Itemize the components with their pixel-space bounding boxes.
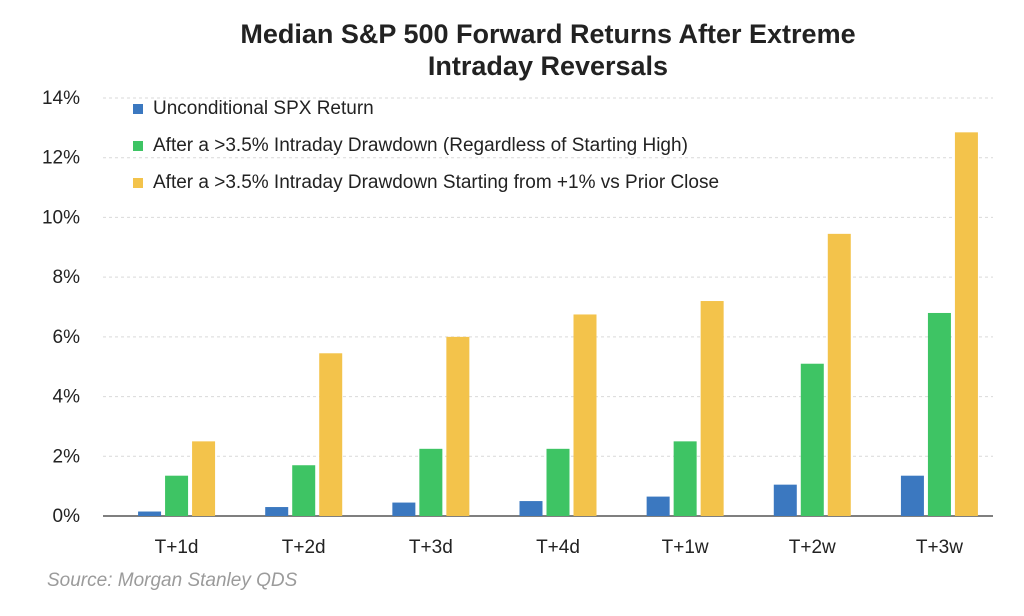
legend-swatch-2 bbox=[133, 141, 143, 151]
bar-T+2d-series-2 bbox=[292, 465, 316, 516]
chart-title-line-1: Median S&P 500 Forward Returns After Ext… bbox=[240, 19, 856, 49]
x-tick-label: T+2w bbox=[789, 537, 836, 558]
bar-T+3w-series-1 bbox=[900, 475, 924, 516]
bar-T+1d-series-1 bbox=[138, 511, 162, 516]
bars bbox=[138, 132, 978, 517]
bar-T+4d-series-2 bbox=[546, 448, 570, 516]
y-tick-label: 14% bbox=[42, 88, 80, 109]
y-tick-label: 0% bbox=[53, 506, 81, 527]
y-tick-label: 4% bbox=[53, 387, 81, 408]
legend-swatch-3 bbox=[133, 178, 143, 188]
x-tick-labels: T+1d T+2d T+3d T+4d T+1w T+2w T+3w bbox=[155, 537, 964, 558]
bar-T+4d-series-1 bbox=[519, 501, 543, 516]
y-tick-label: 8% bbox=[53, 267, 81, 288]
bar-T+2w-series-3 bbox=[827, 233, 851, 516]
bar-T+3w-series-2 bbox=[927, 312, 951, 516]
y-tick-label: 10% bbox=[42, 207, 80, 228]
legend-label-3: After a >3.5% Intraday Drawdown Starting… bbox=[153, 172, 719, 193]
bar-T+1d-series-3 bbox=[192, 441, 216, 516]
source-note: Source: Morgan Stanley QDS bbox=[47, 570, 298, 591]
x-tick-label: T+1w bbox=[662, 537, 709, 558]
bar-T+2w-series-2 bbox=[800, 363, 824, 516]
bar-T+4d-series-3 bbox=[573, 314, 597, 516]
bar-T+1w-series-2 bbox=[673, 441, 697, 516]
x-tick-label: T+4d bbox=[536, 537, 580, 558]
bar-T+3d-series-1 bbox=[392, 502, 416, 516]
legend-swatch-1 bbox=[133, 104, 143, 114]
x-tick-label: T+1d bbox=[155, 537, 199, 558]
legend-label-2: After a >3.5% Intraday Drawdown (Regardl… bbox=[153, 135, 688, 156]
x-tick-label: T+3w bbox=[916, 537, 963, 558]
bar-T+2d-series-3 bbox=[319, 353, 343, 516]
y-tick-label: 6% bbox=[53, 327, 81, 348]
bar-T+2d-series-1 bbox=[265, 507, 289, 516]
y-tick-label: 2% bbox=[53, 446, 81, 467]
bar-T+1d-series-2 bbox=[165, 475, 189, 516]
bar-T+3d-series-3 bbox=[446, 336, 470, 516]
legend-label-1: Unconditional SPX Return bbox=[153, 98, 374, 119]
y-tick-labels: 0% 2% 4% 6% 8% 10% 12% 14% bbox=[42, 88, 80, 527]
bar-T+2w-series-1 bbox=[773, 484, 797, 516]
x-tick-label: T+3d bbox=[409, 537, 453, 558]
bar-T+1w-series-3 bbox=[700, 301, 724, 516]
bar-T+1w-series-1 bbox=[646, 496, 670, 516]
chart-title: Median S&P 500 Forward Returns After Ext… bbox=[0, 18, 1024, 82]
x-tick-label: T+2d bbox=[282, 537, 326, 558]
bar-T+3w-series-3 bbox=[954, 132, 978, 517]
chart-title-line-2: Intraday Reversals bbox=[427, 51, 669, 81]
bar-T+3d-series-2 bbox=[419, 448, 443, 516]
y-tick-label: 12% bbox=[42, 148, 80, 169]
legend: Unconditional SPX Return After a >3.5% In… bbox=[133, 98, 719, 193]
